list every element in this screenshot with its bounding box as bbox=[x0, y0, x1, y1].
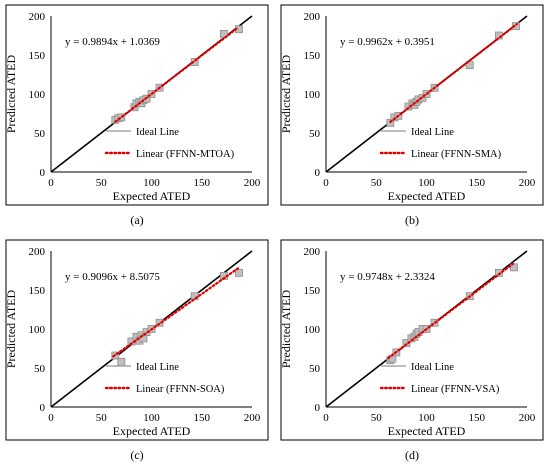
x-tick-label: 200 bbox=[244, 412, 261, 424]
chart-panel-c: 0 50 100 150 200 0 50 100 150 200 Expected ATED Pre… bbox=[0, 235, 275, 470]
panel-label: (d) bbox=[405, 448, 419, 462]
x-tick-label: 50 bbox=[96, 412, 108, 424]
x-tick-label: 0 bbox=[323, 412, 329, 424]
panel-label: (a) bbox=[130, 213, 143, 227]
linear-fit-line bbox=[387, 262, 515, 360]
x-axis-title: Expected ATED bbox=[113, 189, 191, 203]
x-tick-label: 0 bbox=[323, 177, 329, 189]
x-axis-title: Expected ATED bbox=[388, 424, 466, 438]
chart-panel-d: 0 50 100 150 200 0 50 100 150 200 Expected ATED Pre… bbox=[275, 235, 550, 470]
chart-frame bbox=[280, 4, 544, 206]
legend-label-fit: Linear (FFNN-SOA) bbox=[136, 384, 225, 395]
y-axis-title: Predicted ATED bbox=[279, 290, 293, 369]
y-tick-label: 200 bbox=[29, 11, 46, 23]
x-tick-label: 50 bbox=[96, 177, 108, 189]
legend-label-fit: Linear (FFNN-VSA) bbox=[411, 384, 500, 395]
y-tick-label: 50 bbox=[34, 128, 46, 140]
chart-svg: 0 50 100 150 200 0 50 100 150 200 Expected ATED Pre… bbox=[4, 4, 269, 227]
y-tick-label: 200 bbox=[304, 246, 321, 258]
linear-fit-line bbox=[112, 267, 240, 358]
x-tick-label: 150 bbox=[194, 412, 211, 424]
x-axis-title: Expected ATED bbox=[113, 424, 191, 438]
chart-svg: 0 50 100 150 200 0 50 100 150 200 Expected ATED Pre… bbox=[279, 239, 544, 462]
chart-frame bbox=[5, 239, 269, 441]
legend-label-ideal: Ideal Line bbox=[411, 127, 454, 138]
chart-frame bbox=[5, 4, 269, 206]
y-tick-label: 0 bbox=[40, 167, 46, 179]
y-tick-label: 150 bbox=[29, 285, 46, 297]
data-point bbox=[235, 268, 243, 277]
legend-label-fit: Linear (FFNN-MTOA) bbox=[136, 149, 235, 160]
y-tick-label: 50 bbox=[309, 363, 321, 375]
linear-fit-line bbox=[389, 22, 519, 124]
y-tick-label: 0 bbox=[315, 167, 321, 179]
y-tick-label: 100 bbox=[29, 324, 46, 336]
chart-panel-b: 0 50 100 150 200 0 50 100 150 200 Expected ATED Pre… bbox=[275, 0, 550, 235]
y-tick-label: 150 bbox=[304, 285, 321, 297]
regression-equation: y = 0.9894x + 1.0369 bbox=[65, 36, 160, 48]
y-axis-title: Predicted ATED bbox=[4, 55, 18, 134]
panel-label: (b) bbox=[405, 213, 419, 227]
regression-equation: y = 0.9962x + 0.3951 bbox=[340, 36, 435, 48]
data-point bbox=[190, 58, 199, 66]
x-tick-label: 100 bbox=[418, 177, 435, 189]
x-tick-label: 200 bbox=[519, 412, 536, 424]
y-tick-label: 100 bbox=[304, 324, 321, 336]
x-tick-label: 150 bbox=[194, 177, 211, 189]
x-tick-label: 150 bbox=[469, 412, 486, 424]
y-tick-label: 50 bbox=[34, 363, 46, 375]
x-tick-label: 50 bbox=[371, 412, 383, 424]
linear-fit-line bbox=[114, 26, 240, 123]
x-tick-label: 150 bbox=[469, 177, 486, 189]
y-tick-label: 150 bbox=[304, 50, 321, 62]
panel-label: (c) bbox=[130, 448, 143, 462]
x-tick-label: 0 bbox=[48, 177, 54, 189]
x-tick-label: 100 bbox=[143, 177, 160, 189]
x-axis-title: Expected ATED bbox=[388, 189, 466, 203]
data-point bbox=[465, 61, 474, 70]
regression-equation: y = 0.9096x + 8.5075 bbox=[65, 271, 160, 283]
y-tick-label: 0 bbox=[40, 402, 46, 414]
y-axis-title: Predicted ATED bbox=[279, 55, 293, 134]
legend-label-fit: Linear (FFNN-SMA) bbox=[411, 149, 502, 160]
data-point bbox=[155, 318, 164, 327]
x-tick-label: 200 bbox=[244, 177, 261, 189]
y-axis-title: Predicted ATED bbox=[4, 290, 18, 369]
x-tick-label: 100 bbox=[418, 412, 435, 424]
x-tick-label: 0 bbox=[48, 412, 54, 424]
y-tick-label: 200 bbox=[29, 246, 46, 258]
data-point bbox=[219, 30, 228, 38]
legend-label-ideal: Ideal Line bbox=[411, 362, 454, 373]
chart-svg: 0 50 100 150 200 0 50 100 150 200 Expected ATED Pre… bbox=[4, 239, 269, 462]
y-tick-label: 0 bbox=[315, 402, 321, 414]
y-tick-label: 150 bbox=[29, 50, 46, 62]
x-tick-label: 200 bbox=[519, 177, 536, 189]
y-tick-label: 100 bbox=[29, 89, 46, 101]
legend-label-ideal: Ideal Line bbox=[136, 127, 179, 138]
legend-label-ideal: Ideal Line bbox=[136, 362, 179, 373]
x-tick-label: 100 bbox=[143, 412, 160, 424]
y-tick-label: 50 bbox=[309, 128, 321, 140]
chart-svg: 0 50 100 150 200 0 50 100 150 200 Expected ATED Pre… bbox=[279, 4, 544, 227]
y-tick-label: 200 bbox=[304, 11, 321, 23]
regression-equation: y = 0.9748x + 2.3324 bbox=[340, 271, 435, 283]
data-point bbox=[117, 357, 126, 366]
data-point bbox=[512, 22, 520, 31]
chart-frame bbox=[280, 239, 544, 441]
y-tick-label: 100 bbox=[304, 89, 321, 101]
x-tick-label: 50 bbox=[371, 177, 383, 189]
chart-panel-a: 0 50 100 150 200 0 50 100 150 200 Expected ATED Pre… bbox=[0, 0, 275, 235]
